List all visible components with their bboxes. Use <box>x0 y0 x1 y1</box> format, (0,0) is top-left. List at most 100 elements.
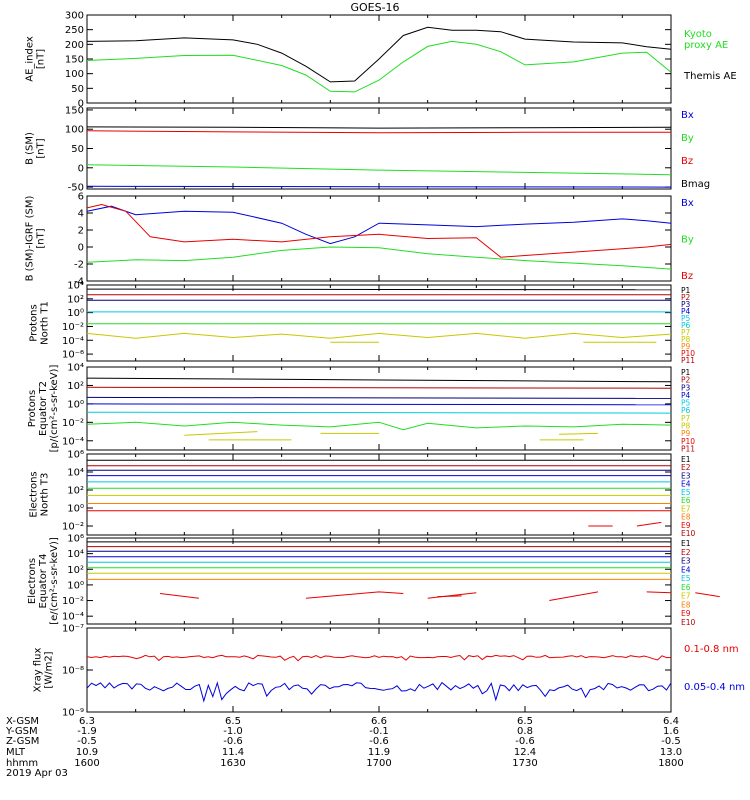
legend-entry: proxy AE <box>684 40 728 51</box>
y-axis-label: Equator T4 <box>38 554 49 609</box>
y-tick-label: 10⁻⁴ <box>62 612 84 623</box>
legend-entry: P8 <box>681 421 691 430</box>
series-bx <box>86 205 672 245</box>
series-e9d <box>437 595 462 598</box>
legend-entry: P7 <box>681 328 691 337</box>
legend-entry: E3 <box>681 471 691 480</box>
legend-entry: P9 <box>681 342 691 351</box>
y-tick-label: 2 <box>78 226 84 237</box>
legend-entry: P1 <box>681 286 691 295</box>
x-axis-value: -0.5 <box>77 736 97 747</box>
series-bx <box>86 185 672 188</box>
legend-entry: E1 <box>681 455 691 464</box>
legend-entry: E8 <box>681 600 691 609</box>
x-axis-value: 11.9 <box>368 747 390 758</box>
legend-entry: Bx <box>681 110 694 121</box>
series-p8 <box>86 332 672 339</box>
panel-ae: 0 50 100 150 200 250 300 AE_index [nT] Kyotoproxy… <box>25 11 737 110</box>
series-p2 <box>86 386 672 389</box>
x-axis-value: 12.4 <box>514 747 536 758</box>
x-axis-value: 6.5 <box>517 716 533 727</box>
y-tick-label: -2 <box>74 260 84 271</box>
x-axis-value: -0.1 <box>369 726 389 737</box>
x-axis-value: 6.4 <box>663 716 679 727</box>
panel-protons_equator: 10⁴ 10² 10⁰ 10⁻² 10⁻⁴ Protons Equator T2 [p/(cm… <box>27 363 695 454</box>
y-tick-label: 10⁰ <box>67 308 84 319</box>
y-tick-label: 4 <box>78 209 84 220</box>
y-axis-label: Electrons <box>27 558 38 604</box>
y-tick-label: 0 <box>78 99 84 110</box>
legend-entry: P2 <box>681 376 691 385</box>
series-p8c <box>559 432 599 435</box>
series-p8 <box>184 431 258 436</box>
x-axis-value: 1600 <box>74 758 99 769</box>
series-e9f <box>646 591 672 594</box>
y-tick-label: 0 <box>78 163 84 174</box>
y-tick-label: 150 <box>65 105 84 116</box>
y-tick-label: 10⁻⁶ <box>62 350 84 361</box>
legend-entry: P3 <box>681 383 691 392</box>
y-axis-label: Electrons <box>29 471 40 517</box>
x-axis-value: 1700 <box>366 758 391 769</box>
legend-entry: P5 <box>681 314 691 323</box>
panel-frame <box>86 107 672 190</box>
legend-entry: E1 <box>681 539 691 548</box>
legend-entry: P2 <box>681 293 691 302</box>
panel-electrons_equator: 10⁶ 10⁴ 10² 10⁰ 10⁻² 10⁻⁴ Electrons Equator T4[… <box>27 534 720 627</box>
y-tick-label: 0 <box>78 243 84 254</box>
legend-entry: P9 <box>681 429 691 438</box>
panel-bdiff: -4 -2 0 2 4 6 B (SM)-IGRF (SM) [nT] Bx By Bz <box>25 192 694 288</box>
x-axis-row-label: X-GSM <box>6 716 39 727</box>
x-axis-value: -0.6 <box>369 736 389 747</box>
y-tick-label: 150 <box>65 55 84 66</box>
legend-entry: By <box>681 133 694 144</box>
legend-entry: E9 <box>681 521 691 530</box>
x-axis-value: 11.4 <box>222 747 244 758</box>
series-e9b <box>305 591 404 599</box>
y-tick-label: 10⁻² <box>62 418 84 429</box>
y-tick-label: 10⁻⁴ <box>62 336 84 347</box>
x-axis-value: -0.6 <box>515 736 535 747</box>
x-axis-value: 1630 <box>220 758 245 769</box>
legend-entry: P8 <box>681 335 691 344</box>
y-tick-label: 10⁰ <box>67 399 84 410</box>
legend-entry: P7 <box>681 414 691 423</box>
legend-entry: E8 <box>681 513 691 522</box>
legend-entry: E6 <box>681 496 691 505</box>
y-tick-label: 300 <box>65 11 84 22</box>
legend-entry: P4 <box>681 391 691 400</box>
y-tick-label: 10⁰ <box>67 504 84 515</box>
x-axis-value: -0.6 <box>223 736 243 747</box>
legend-entry: P11 <box>681 444 695 453</box>
x-axis-value: 1730 <box>512 758 537 769</box>
y-tick-label: 10⁴ <box>67 363 84 374</box>
panel-xray: 10⁻⁷ 10⁻⁸ 10⁻⁹ Xray flux [W/m2] 0.1-0.8 nm 0.0… <box>33 624 746 719</box>
series-e9c <box>427 592 477 599</box>
legend-entry: E2 <box>681 548 691 557</box>
legend-entry: E5 <box>681 488 691 497</box>
legend-entry: P3 <box>681 300 691 309</box>
y-axis-label: Xray flux <box>33 648 44 693</box>
y-axis-label: [nT] <box>36 49 47 69</box>
legend-entry: Bz <box>681 156 693 167</box>
y-tick-label: 50 <box>71 84 84 95</box>
y-tick-label: 10⁻⁷ <box>62 624 84 635</box>
y-tick-label: 100 <box>65 69 84 80</box>
legend-entry: E7 <box>681 504 691 513</box>
y-tick-label: 10⁻⁴ <box>62 436 84 447</box>
series-by <box>86 246 672 270</box>
y-tick-label: 10⁶ <box>67 450 84 461</box>
panel-frame <box>86 627 672 713</box>
series-e9a <box>159 593 199 599</box>
legend-entry: Themis AE <box>683 71 737 82</box>
legend-entry: Bx <box>681 198 694 209</box>
legend-entry: E10 <box>681 529 696 538</box>
y-axis-label: North T3 <box>40 473 51 517</box>
y-tick-label: 10² <box>67 486 84 497</box>
chart-title: GOES-16 <box>350 1 400 14</box>
y-axis-label: Protons <box>27 390 38 427</box>
x-axis-value: 0.8 <box>517 726 533 737</box>
x-axis-row-label: 2019 Apr 03 <box>6 768 68 779</box>
legend-entry: By <box>681 235 694 246</box>
